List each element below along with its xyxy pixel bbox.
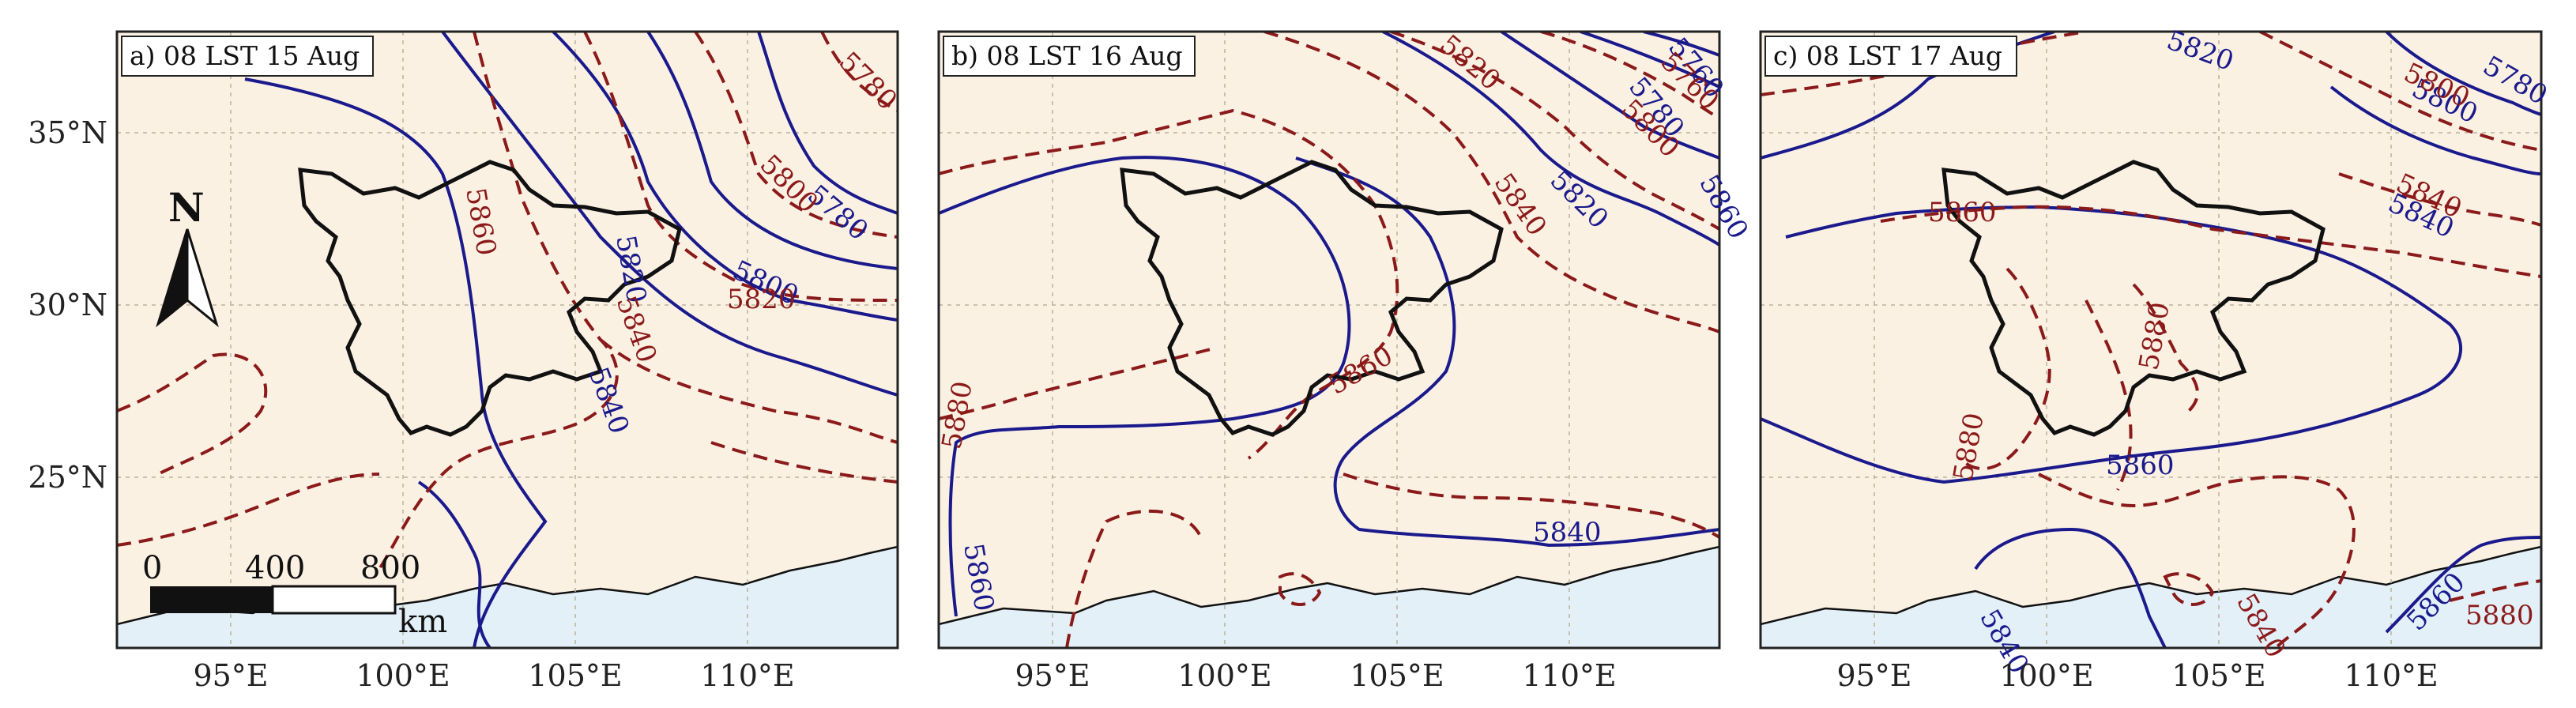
north-arrow-icon-right [186, 228, 219, 328]
x-axis-ticks: 95°E 100°E 105°E 110°E [1015, 658, 1616, 693]
sea-area [939, 547, 1719, 648]
x-tick-label: 95°E [1015, 658, 1090, 693]
province-outline [298, 160, 682, 437]
contour-label: 5820 [727, 284, 796, 315]
y-axis-ticks: 35°N 30°N 25°N [28, 115, 107, 495]
sea-area [117, 547, 898, 648]
x-axis-ticks: 95°E 100°E 105°E 110°E [193, 658, 794, 693]
gridlines [1761, 32, 2541, 648]
forecast-contours [939, 32, 1719, 648]
x-tick-label: 110°E [1522, 658, 1616, 693]
north-label: N [168, 184, 205, 231]
x-tick-label: 105°E [2171, 658, 2265, 693]
panel-title: c) 08 LST 17 Aug [1773, 40, 2002, 71]
province-outline [1941, 160, 2326, 437]
x-tick-label: 100°E [1177, 658, 1271, 693]
panel-b: b) 08 LST 16 Aug 5820 5860 5840 5780 576… [936, 28, 1754, 693]
province-outline [1120, 160, 1504, 437]
x-tick-label: 105°E [528, 658, 622, 693]
north-arrow: N [156, 184, 219, 328]
x-tick-label: 95°E [193, 658, 268, 693]
contour-label: 5840 [1533, 517, 1602, 548]
x-tick-label: 105°E [1350, 658, 1444, 693]
panel-c: c) 08 LST 17 Aug 5820 5800 5780 5840 586… [1759, 24, 2552, 693]
coastline [939, 545, 1719, 626]
x-tick-label: 110°E [700, 658, 794, 693]
scale-bar: 0 400 800 km [142, 550, 447, 640]
x-tick-label: 100°E [1999, 658, 2093, 693]
land-background [939, 32, 1719, 648]
scale-bar-white-segment [271, 585, 397, 615]
contour-label: 5860 [1928, 197, 1997, 228]
x-axis-ticks: 95°E 100°E 105°E 110°E [1836, 658, 2438, 693]
sea-area [1761, 547, 2541, 648]
coastline [1761, 545, 2541, 626]
x-tick-label: 100°E [356, 658, 450, 693]
panel-a: a) 08 LST 15 Aug 5820 5780 5800 5840 578… [28, 30, 903, 693]
panel-title-box [121, 36, 374, 77]
gridlines [117, 32, 898, 648]
panel-title-box [943, 36, 1196, 77]
observed-contours [939, 32, 1719, 617]
observed-contours [244, 32, 898, 648]
scale-tick-label: 800 [360, 550, 420, 586]
scale-bar-black-segment [150, 586, 273, 613]
panel-title: a) 08 LST 15 Aug [130, 40, 360, 71]
contour-label: 5860 [2106, 450, 2175, 481]
x-tick-label: 110°E [2344, 658, 2438, 693]
land-background [117, 32, 898, 648]
scale-unit-label: km [398, 604, 447, 640]
contour-label: 5880 [2465, 600, 2534, 631]
scale-tick-label: 0 [142, 550, 162, 586]
scale-tick-label: 400 [245, 550, 305, 586]
panel-title-box [1764, 36, 2017, 77]
panel-title: b) 08 LST 16 Aug [951, 40, 1183, 71]
panel-frame [115, 30, 899, 650]
x-tick-label: 95°E [1836, 658, 1911, 693]
y-tick-label: 25°N [28, 460, 107, 495]
y-tick-label: 35°N [28, 115, 107, 150]
panel-frame [1759, 30, 2543, 650]
y-tick-label: 30°N [28, 288, 107, 322]
panel-frame [937, 30, 1721, 650]
